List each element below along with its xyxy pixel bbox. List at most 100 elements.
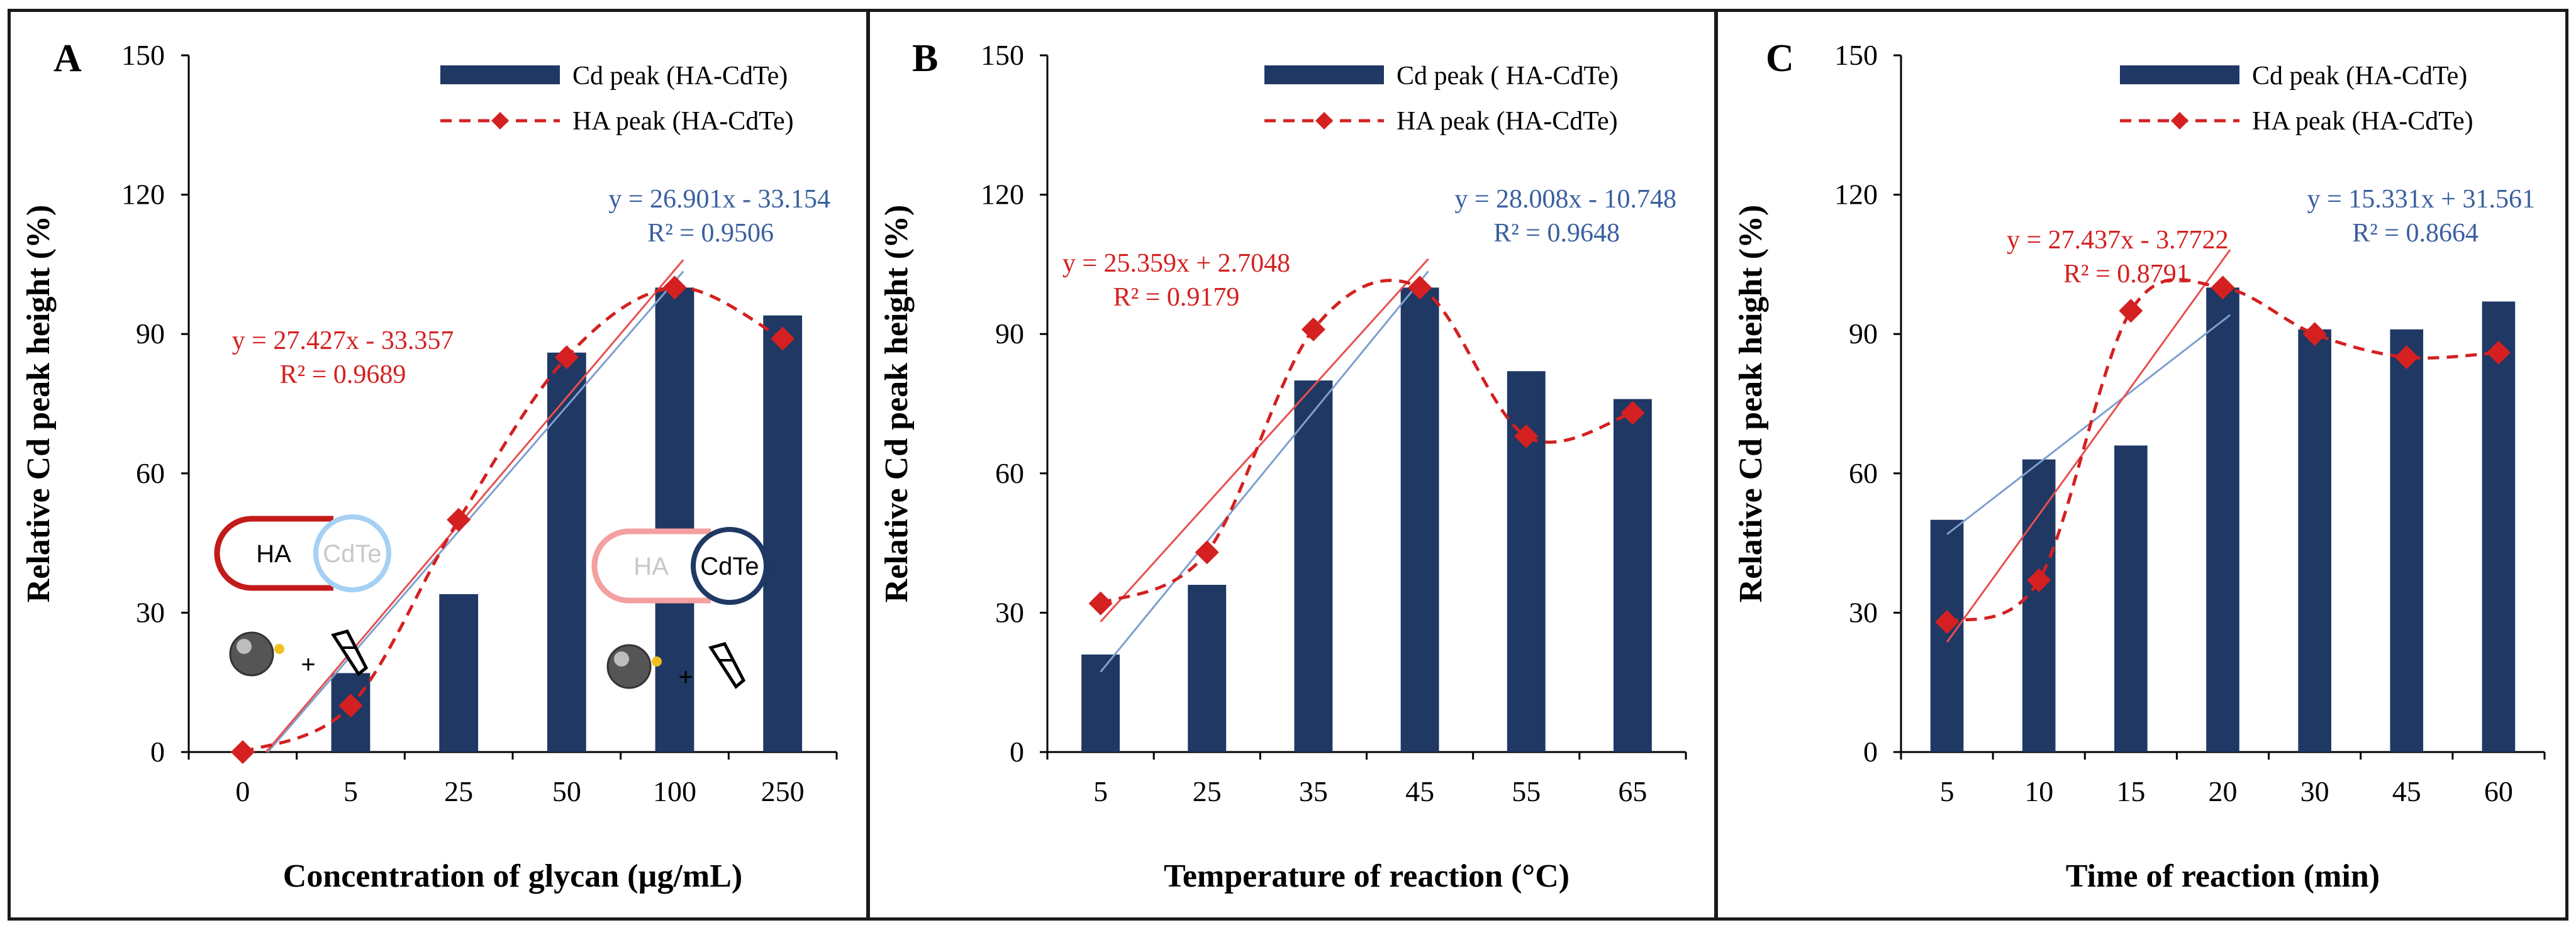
y-tick-label: 120 [121,179,165,211]
mercury-drop-icon [229,631,274,677]
plus-sign: + [678,663,693,691]
panel-c: 0 30 60 90 120 150 5 10 15 20 30 45 60 Relative Cd pe… [1733,37,2546,894]
legend-bar-swatch [2120,65,2239,84]
x-tick-label: 25 [1193,775,1222,807]
ha-capsule-label: HA [256,540,291,568]
ha-point [1195,540,1219,565]
legend-line-marker [1315,112,1333,130]
bar [1081,654,1120,752]
ha-point [338,694,363,718]
bar [2206,287,2239,752]
ha-point [771,326,795,351]
y-axis-title: Relative Cd peak height (%) [1733,205,1769,603]
y-axis-title: Relative Cd peak height (%) [879,205,915,603]
bar [655,287,694,752]
panel-letter: B [912,37,938,80]
legend-bar-label: Cd peak (HA-CdTe) [572,62,788,91]
x-tick-label: 250 [761,775,805,807]
cd-trend-equation: y = 28.008x - 10.748 [1454,185,1676,214]
ha-trend-equation: y = 27.437x - 3.7722 [2007,226,2229,255]
legend-bar-label: Cd peak ( HA-CdTe) [1397,62,1619,91]
ha-trend-r2: R² = 0.9689 [280,360,406,389]
panel-letter: C [1766,37,1794,80]
cd-trendline [1946,314,2231,535]
y-tick-label: 150 [1834,39,1878,71]
x-tick-label: 0 [235,775,250,807]
x-tick-label: 30 [2300,775,2329,807]
legend-bar-label: Cd peak (HA-CdTe) [2252,62,2467,91]
ha-point [1088,591,1113,616]
bar [2022,459,2056,752]
x-axis-title: Time of reaction (min) [2066,858,2380,894]
bar [2482,301,2516,752]
legend-bar-swatch [1264,65,1384,84]
legend-bar-swatch [440,65,560,84]
cdte-circle-label: CdTe [700,553,759,580]
x-tick-label: 60 [2484,775,2513,807]
ha-capsule [214,516,333,591]
panel-b: 0 30 60 90 120 150 5 25 35 45 55 65 Relative Cd peak… [879,37,1687,894]
x-tick-label: 50 [552,775,581,807]
y-tick-label: 150 [121,39,165,71]
x-tick-label: 55 [1512,775,1541,807]
y-tick-label: 30 [136,596,165,628]
ha-point [1620,401,1645,425]
mercury-highlight [614,651,629,667]
ha-point [447,507,471,532]
bar [1930,519,1964,752]
panel-a: 0 30 60 90 120 150 0 5 25 50 100 250 Relative Cd pea… [21,37,838,894]
electron-dot [652,656,662,667]
bar [2390,329,2424,752]
x-tick-label: 45 [2392,775,2421,807]
ha-capsule [591,528,711,604]
y-tick-label: 30 [1849,596,1878,628]
ha-series-line [1100,279,1634,605]
ha-point [2119,299,2143,323]
y-tick-label: 120 [981,179,1024,211]
ha-point [1408,275,1432,300]
ha-point [1514,424,1539,448]
y-tick-label: 60 [136,457,165,489]
ha-point [2211,275,2235,300]
bar [547,352,586,752]
bar [2298,329,2331,752]
mercury-highlight [237,639,252,654]
y-tick-label: 150 [981,39,1024,71]
legend: Cd peak ( HA-CdTe) HA peak (HA-CdTe) [1264,62,1619,136]
ha-point [2302,322,2327,346]
legend-line-label: HA peak (HA-CdTe) [1397,107,1618,136]
ha-trend-r2: R² = 0.9179 [1113,283,1240,312]
ha-trendline [1100,258,1429,623]
x-tick-label: 20 [2209,775,2238,807]
bar [439,594,479,752]
ha-point [2027,568,2051,592]
legend-line-marker [2171,112,2188,130]
y-tick-label: 0 [150,736,165,768]
x-tick-label: 15 [2116,775,2145,807]
bar [2114,445,2148,752]
y-axis-title: Relative Cd peak height (%) [21,205,57,603]
y-tick-label: 90 [1849,318,1878,350]
cd-trend-equation: y = 15.331x + 31.561 [2307,185,2535,214]
bar [763,315,803,752]
y-tick-label: 60 [1849,457,1878,489]
cd-trend-r2: R² = 0.8664 [2352,219,2478,248]
bar [1400,287,1439,752]
y-tick-label: 0 [1863,736,1878,768]
ha-capsule-label: HA [633,553,669,580]
x-tick-label: 100 [653,775,696,807]
legend-line-label: HA peak (HA-CdTe) [572,107,794,136]
cd-trend-r2: R² = 0.9506 [647,219,774,248]
ha-point [2394,345,2419,370]
x-tick-label: 5 [1093,775,1108,807]
cd-trendline [267,270,684,753]
mercury-drop-icon [606,644,652,689]
pipette-icon [331,629,369,677]
x-tick-label: 45 [1405,775,1434,807]
ha-trend-r2: R² = 0.8791 [2063,260,2190,289]
ha-point [554,345,579,370]
electron-dot [274,644,284,654]
x-tick-label: 10 [2024,775,2053,807]
